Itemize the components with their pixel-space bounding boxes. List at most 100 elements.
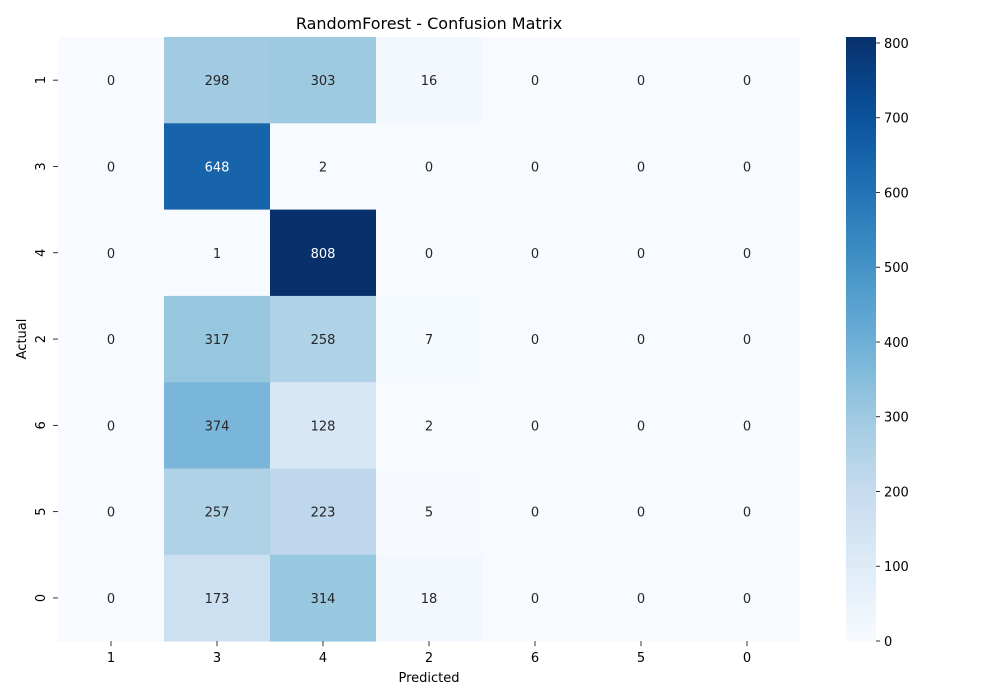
cell-value-label: 0 bbox=[531, 333, 539, 348]
y-tick-label: 4 bbox=[34, 249, 49, 257]
colorbar: 0 100 200 300 400 500 600 700 800 bbox=[846, 37, 909, 650]
heatmap-cell bbox=[482, 295, 589, 383]
cell-value-label: 18 bbox=[421, 592, 438, 607]
y-tick-label: 5 bbox=[34, 508, 49, 516]
cell-value-label: 0 bbox=[107, 247, 115, 262]
heatmap-cell bbox=[164, 37, 271, 124]
colorbar-tick-label: 300 bbox=[884, 411, 909, 426]
cell-value-label: 0 bbox=[531, 592, 539, 607]
cell-value-label: 648 bbox=[205, 160, 230, 175]
chart-title: RandomForest - Confusion Matrix bbox=[296, 14, 562, 33]
heatmap-cell bbox=[694, 468, 801, 556]
cell-value-label: 0 bbox=[107, 592, 115, 607]
cell-value-label: 1 bbox=[213, 247, 221, 262]
cell-value-label: 128 bbox=[311, 419, 336, 434]
heatmap-cell bbox=[376, 554, 483, 642]
cell-value-label: 0 bbox=[743, 74, 751, 89]
heatmap-cell bbox=[58, 209, 165, 297]
heatmap-cell bbox=[270, 382, 377, 469]
heatmap-cell bbox=[58, 468, 165, 556]
colorbar-tick-label: 500 bbox=[884, 261, 909, 276]
cell-value-label: 0 bbox=[425, 247, 433, 262]
colorbar-tick-label: 100 bbox=[884, 560, 909, 575]
cell-value-label: 258 bbox=[311, 333, 336, 348]
y-tick-label: 6 bbox=[34, 421, 49, 429]
heatmap-cell bbox=[376, 209, 483, 297]
heatmap-cell bbox=[58, 382, 165, 469]
cell-value-label: 0 bbox=[107, 160, 115, 175]
x-tick-label: 4 bbox=[319, 651, 327, 666]
heatmap-cell bbox=[694, 37, 801, 124]
cell-value-label: 0 bbox=[743, 506, 751, 521]
cell-value-label: 7 bbox=[425, 333, 433, 348]
x-tick-label: 6 bbox=[531, 651, 539, 666]
cell-value-label: 317 bbox=[205, 333, 230, 348]
heatmap-cell bbox=[482, 123, 589, 211]
heatmap-cell bbox=[482, 209, 589, 297]
x-axis-label: Predicted bbox=[398, 671, 459, 686]
heatmap-cell bbox=[58, 295, 165, 383]
heatmap-cell bbox=[164, 554, 271, 642]
heatmap-cell bbox=[164, 468, 271, 556]
heatmap-cell bbox=[58, 37, 165, 124]
y-tick-label: 2 bbox=[34, 335, 49, 343]
x-tick-label: 2 bbox=[425, 651, 433, 666]
cell-value-label: 808 bbox=[311, 247, 336, 262]
heatmap-cell bbox=[694, 554, 801, 642]
heatmap-cell bbox=[270, 209, 377, 297]
x-tick-label: 3 bbox=[213, 651, 221, 666]
cell-value-label: 0 bbox=[531, 419, 539, 434]
heatmap-cell bbox=[164, 123, 271, 211]
heatmap-cell bbox=[482, 554, 589, 642]
y-tick-label: 1 bbox=[34, 76, 49, 84]
heatmap-cell bbox=[164, 382, 271, 469]
heatmap-cell bbox=[164, 209, 271, 297]
cell-value-label: 303 bbox=[311, 74, 336, 89]
cell-value-label: 374 bbox=[205, 419, 230, 434]
heatmap-cell bbox=[588, 295, 695, 383]
y-axis-label: Actual bbox=[15, 319, 30, 360]
heatmap-cell bbox=[588, 123, 695, 211]
cell-value-label: 2 bbox=[319, 160, 327, 175]
heatmap-cell bbox=[482, 382, 589, 469]
cell-value-label: 0 bbox=[637, 74, 645, 89]
heatmap-cell bbox=[376, 468, 483, 556]
cell-value-label: 0 bbox=[531, 160, 539, 175]
heatmap-cell bbox=[588, 382, 695, 469]
heatmap-cell bbox=[694, 209, 801, 297]
x-tick-label: 5 bbox=[637, 651, 645, 666]
cell-value-label: 0 bbox=[743, 592, 751, 607]
heatmap-cell bbox=[694, 295, 801, 383]
heatmap-cell bbox=[376, 382, 483, 469]
heatmap-cell bbox=[270, 295, 377, 383]
colorbar-tick-label: 700 bbox=[884, 112, 909, 127]
heatmap-cell bbox=[58, 123, 165, 211]
cell-value-label: 0 bbox=[107, 74, 115, 89]
cell-value-label: 223 bbox=[311, 506, 336, 521]
cell-value-label: 0 bbox=[531, 74, 539, 89]
cell-value-label: 0 bbox=[743, 160, 751, 175]
heatmap-cell bbox=[164, 295, 271, 383]
cell-value-label: 0 bbox=[637, 333, 645, 348]
heatmap-cell bbox=[588, 468, 695, 556]
x-tick-label: 1 bbox=[107, 651, 115, 666]
cell-value-label: 0 bbox=[637, 592, 645, 607]
heatmap-cells bbox=[58, 37, 801, 642]
heatmap-cell bbox=[376, 123, 483, 211]
cell-value-label: 16 bbox=[421, 74, 438, 89]
cell-value-label: 0 bbox=[425, 160, 433, 175]
cell-value-label: 0 bbox=[743, 333, 751, 348]
heatmap-cell bbox=[588, 209, 695, 297]
cell-value-label: 257 bbox=[205, 506, 230, 521]
y-axis-ticks: 1 3 4 2 6 5 0 bbox=[34, 76, 58, 602]
cell-value-label: 314 bbox=[311, 592, 336, 607]
colorbar-tick-label: 800 bbox=[884, 37, 909, 52]
cell-value-label: 0 bbox=[637, 247, 645, 262]
heatmap-cell bbox=[694, 123, 801, 211]
heatmap-cell bbox=[270, 554, 377, 642]
heatmap-cell-labels: 0 298 303 16 0 0 0 0 648 2 0 0 0 0 0 1 808 0 0 0 0 0 317 258 7 0 0… bbox=[107, 74, 751, 607]
colorbar-gradient bbox=[846, 37, 876, 641]
colorbar-tick-label: 600 bbox=[884, 186, 909, 201]
y-tick-label: 0 bbox=[34, 594, 49, 602]
